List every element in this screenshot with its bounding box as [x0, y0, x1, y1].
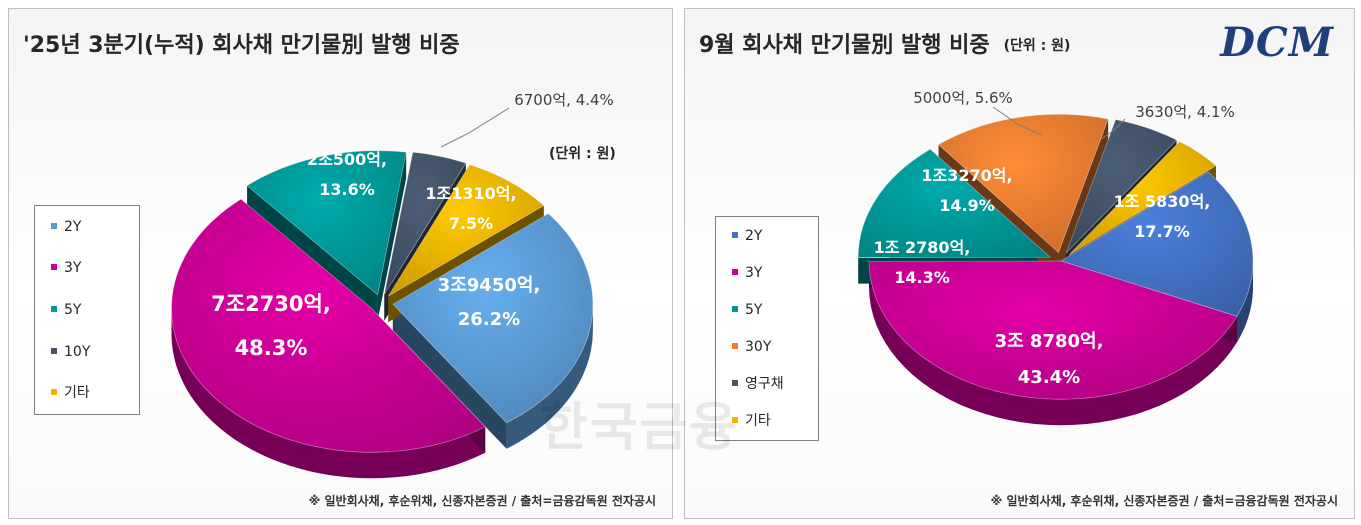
legend-label: 영구채 — [745, 376, 784, 393]
pie-slice-5Y — [246, 150, 407, 296]
legend-swatch — [732, 417, 738, 424]
legend-swatch — [51, 347, 57, 354]
right-chart-title: 9월 회사채 만기물別 발행 비중 (단위 : 원) — [699, 33, 1071, 58]
slice-wall-0-2-1 — [377, 152, 407, 321]
legend-item-10Y: 10Y — [51, 342, 90, 362]
legend-label: 기타 — [745, 413, 771, 430]
pie-slice-30Y — [937, 113, 1109, 254]
pie-slice-기타 — [1068, 141, 1217, 255]
pie-slice-영구채 — [1065, 119, 1178, 254]
right-chart-source-note: ※ 일반회사채, 후순위채, 신종자본증권 / 출처=금융감독원 전자공시 — [990, 494, 1338, 508]
legend-label: 3Y — [64, 260, 82, 277]
data-label-3Y: 3조 8780억, 43.4% — [995, 331, 1104, 388]
legend-label: 5Y — [745, 301, 763, 318]
data-label-기타: 3630억, 4.1% — [1135, 103, 1235, 121]
legend-swatch — [732, 305, 738, 312]
data-label-2Y: 1조 5830억, 17.7% — [1114, 192, 1211, 241]
legend-swatch — [51, 222, 57, 229]
data-label-기타: 1조1310억, 7.5% — [425, 184, 516, 233]
legend-item-30Y: 30Y — [732, 337, 771, 357]
slice-side-0-1 — [171, 308, 486, 479]
pie-slice-5Y — [857, 148, 1052, 259]
legend-label: 30Y — [745, 339, 772, 356]
right-chart-panel: 9월 회사채 만기물別 발행 비중 (단위 : 원) DCM 1조 5830억, 1… — [684, 8, 1355, 519]
slice-wall-1-3-1 — [1058, 118, 1109, 279]
pie-slice-10Y — [383, 151, 467, 295]
left-chart-source-note: ※ 일반회사채, 후순위채, 신종자본증권 / 출처=금융감독원 전자공시 — [308, 494, 656, 508]
leader-line-10Y — [440, 107, 510, 148]
left-chart-legend: 2Y 3Y 5Y 10Y 기타 — [34, 205, 140, 415]
left-chart-title: '25년 3분기(누적) 회사채 만기물別 발행 비중 — [23, 33, 460, 58]
legend-label: 10Y — [64, 343, 91, 360]
slice-wall-0-0-1 — [392, 304, 507, 449]
pie-slice-2Y — [392, 213, 594, 424]
legend-swatch — [732, 343, 738, 350]
watermark: 한국금융 — [540, 398, 740, 458]
left-pie-chart: 3조9450억, 26.2% 7조2730억, 48.3% 2조500억, 13.6% 67… — [171, 91, 614, 479]
leader-line-영구채 — [992, 106, 1043, 136]
legend-item-기타: 기타 — [51, 383, 90, 403]
legend-item-5Y: 5Y — [732, 300, 762, 320]
legend-label: 기타 — [64, 385, 90, 402]
legend-swatch — [51, 306, 57, 312]
data-label-10Y: 6700억, 4.4% — [514, 91, 614, 109]
legend-label: 2Y — [745, 227, 763, 244]
legend-swatch — [732, 380, 738, 387]
legend-swatch — [51, 389, 57, 396]
right-pie-chart: 1조 5830억, 17.7% 3조 8780억, 43.4% 1조 2780억, 14.… — [857, 89, 1254, 426]
pie-slice-3Y — [171, 198, 486, 453]
legend-item-기타: 기타 — [732, 411, 771, 431]
legend-item-2Y: 2Y — [51, 217, 81, 237]
slice-side-0-0 — [506, 304, 593, 449]
right-chart-unit: (단위 : 원) — [1003, 38, 1071, 54]
legend-item-5Y: 5Y — [51, 300, 81, 320]
slice-side-1-1 — [869, 261, 1237, 426]
data-label-5Y: 2조500억, 13.6% — [307, 150, 387, 199]
left-chart-panel: '25년 3분기(누적) 회사채 만기물別 발행 비중 (단위 : 원) 3조9… — [8, 8, 673, 519]
legend-item-3Y: 3Y — [732, 263, 762, 283]
left-chart-unit: (단위 : 원) — [549, 146, 616, 162]
pie-slice-3Y — [868, 260, 1238, 400]
data-label-30Y: 1조3270억, 14.9% — [921, 166, 1012, 215]
legend-swatch — [732, 268, 738, 275]
dcm-logo: DCM — [1220, 19, 1334, 66]
pie-slice-2Y — [1060, 171, 1254, 317]
legend-label: 2Y — [64, 218, 82, 235]
legend-swatch — [732, 231, 738, 238]
slice-side-1-0 — [1236, 261, 1253, 343]
data-label-2Y: 3조9450억, 26.2% — [438, 275, 541, 330]
legend-item-2Y: 2Y — [732, 226, 762, 246]
pie-slice-기타 — [387, 164, 545, 297]
legend-label: 3Y — [745, 264, 763, 281]
leader-line-기타 — [1100, 118, 1126, 140]
legend-item-3Y: 3Y — [51, 258, 81, 278]
legend-swatch — [51, 264, 57, 271]
data-label-영구채: 5000억, 5.6% — [913, 89, 1013, 107]
legend-label: 5Y — [64, 302, 82, 318]
data-label-5Y: 1조 2780억, 14.3% — [874, 238, 971, 287]
data-label-3Y: 7조2730억, 48.3% — [211, 292, 331, 360]
legend-item-영구채: 영구채 — [732, 374, 784, 394]
